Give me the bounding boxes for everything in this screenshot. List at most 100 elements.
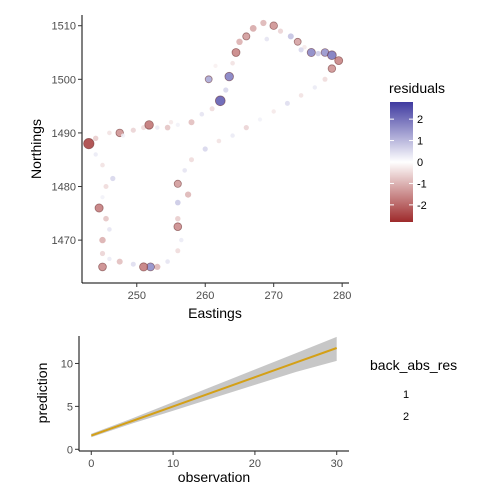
scatter-points-layer [83, 19, 344, 272]
y-tick-label: 10 [61, 358, 73, 370]
scatter-point [260, 19, 267, 27]
scatter-point [164, 124, 171, 131]
residuals-legend-title: residuals [389, 80, 445, 96]
y-tick-label: 0 [67, 444, 73, 456]
scatter-point [100, 162, 105, 168]
scatter-point [327, 50, 337, 60]
residuals-colorbar-ticks: 2 1 0 -1 -2 [390, 114, 427, 212]
scatter-point [144, 120, 154, 130]
scatter-point [175, 248, 181, 254]
scatter-point [154, 263, 161, 270]
colorbar-tick-label: 0 [417, 157, 423, 169]
scatter-point [107, 130, 112, 136]
scatter-point [284, 100, 290, 106]
back-abs-res-legend-title: back_abs_res [370, 357, 457, 373]
y-tick-label: 1470 [52, 235, 76, 247]
scatter-x-axis-title: Eastings [188, 305, 242, 321]
scatter-point [269, 21, 278, 30]
scatter-point [107, 227, 112, 232]
y-tick-label: 5 [67, 401, 73, 413]
scatter-point [236, 38, 243, 45]
scatter-point [223, 87, 229, 93]
y-tick-label: 1480 [52, 182, 76, 194]
scatter-point [173, 179, 182, 188]
y-tick-label: 1510 [52, 21, 76, 33]
scatter-point [271, 109, 276, 114]
x-tick-label: 270 [265, 290, 283, 302]
scatter-point [287, 33, 294, 40]
scatter-point [189, 157, 194, 163]
scatter-panel: 250 260 270 280 1470 1480 1490 1500 1510 Eastin… [28, 15, 351, 321]
scatter-point [99, 236, 106, 244]
scatter-point [130, 127, 136, 133]
scatter-point [224, 71, 234, 82]
colorbar-tick-label: -1 [417, 178, 427, 190]
scatter-point [98, 262, 107, 272]
scatter-point [155, 125, 160, 130]
scatter-point [293, 37, 302, 46]
scatter-point [209, 106, 215, 112]
x-tick-label: 280 [333, 290, 351, 302]
scatter-point [168, 120, 174, 125]
colorbar-tick-label: 1 [417, 136, 423, 148]
y-tick-label: 1490 [52, 128, 76, 140]
scatter-point [175, 199, 181, 206]
scatter-point [230, 133, 235, 138]
scatter-point [242, 32, 251, 41]
scatter-point [216, 138, 222, 144]
scatter-point [107, 256, 112, 262]
scatter-point [204, 75, 213, 84]
prediction-panel: 0 10 20 30 0 5 10 observation prediction [34, 336, 349, 485]
scatter-point [93, 135, 99, 141]
scatter-point [306, 48, 316, 58]
scatter-point [100, 195, 105, 200]
scatter-point [315, 50, 321, 57]
back-abs-res-legend-entry: 1 [403, 389, 409, 401]
scatter-point [202, 146, 208, 152]
scatter-point [312, 85, 317, 90]
scatter-point [231, 48, 241, 57]
scatter-point [182, 168, 187, 173]
scatter-point [188, 119, 195, 126]
scatter-point [173, 222, 183, 232]
scatter-point [298, 93, 304, 98]
x-tick-label: 250 [128, 290, 146, 302]
y-tick-label: 1500 [52, 74, 76, 86]
scatter-point [322, 76, 328, 82]
scatter-point [94, 203, 104, 213]
back-abs-res-legend: back_abs_res 1 2 [370, 357, 457, 423]
x-tick-label: 30 [331, 458, 343, 470]
scatter-point [334, 56, 344, 65]
x-tick-label: 260 [196, 290, 214, 302]
scatter-point [213, 63, 218, 68]
x-tick-label: 20 [249, 458, 261, 470]
scatter-point [327, 64, 337, 73]
prediction-y-axis-title: prediction [34, 363, 50, 424]
scatter-point [264, 36, 270, 42]
residuals-legend: residuals 2 1 0 -1 -2 [389, 80, 445, 222]
prediction-y-ticks: 0 5 10 [61, 358, 79, 456]
x-tick-label: 0 [88, 458, 94, 470]
scatter-point [116, 258, 123, 265]
scatter-point [243, 125, 249, 131]
prediction-x-axis-title: observation [178, 469, 250, 485]
scatter-point [103, 184, 109, 189]
colorbar-tick-label: -2 [417, 200, 427, 212]
scatter-point [298, 47, 304, 53]
scatter-point [179, 237, 184, 243]
scatter-point [230, 60, 235, 66]
scatter-point [165, 259, 170, 264]
scatter-point [139, 262, 149, 272]
prediction-line [90, 347, 338, 437]
scatter-point [185, 191, 192, 198]
scatter-y-axis-title: Northings [28, 119, 44, 179]
scatter-point [175, 216, 181, 222]
back-abs-res-legend-entry: 2 [403, 411, 409, 423]
scatter-point [257, 117, 263, 122]
scatter-point [302, 45, 307, 50]
scatter-point [110, 175, 116, 182]
scatter-point [175, 122, 180, 127]
scatter-point [249, 25, 257, 32]
scatter-point [83, 138, 95, 150]
